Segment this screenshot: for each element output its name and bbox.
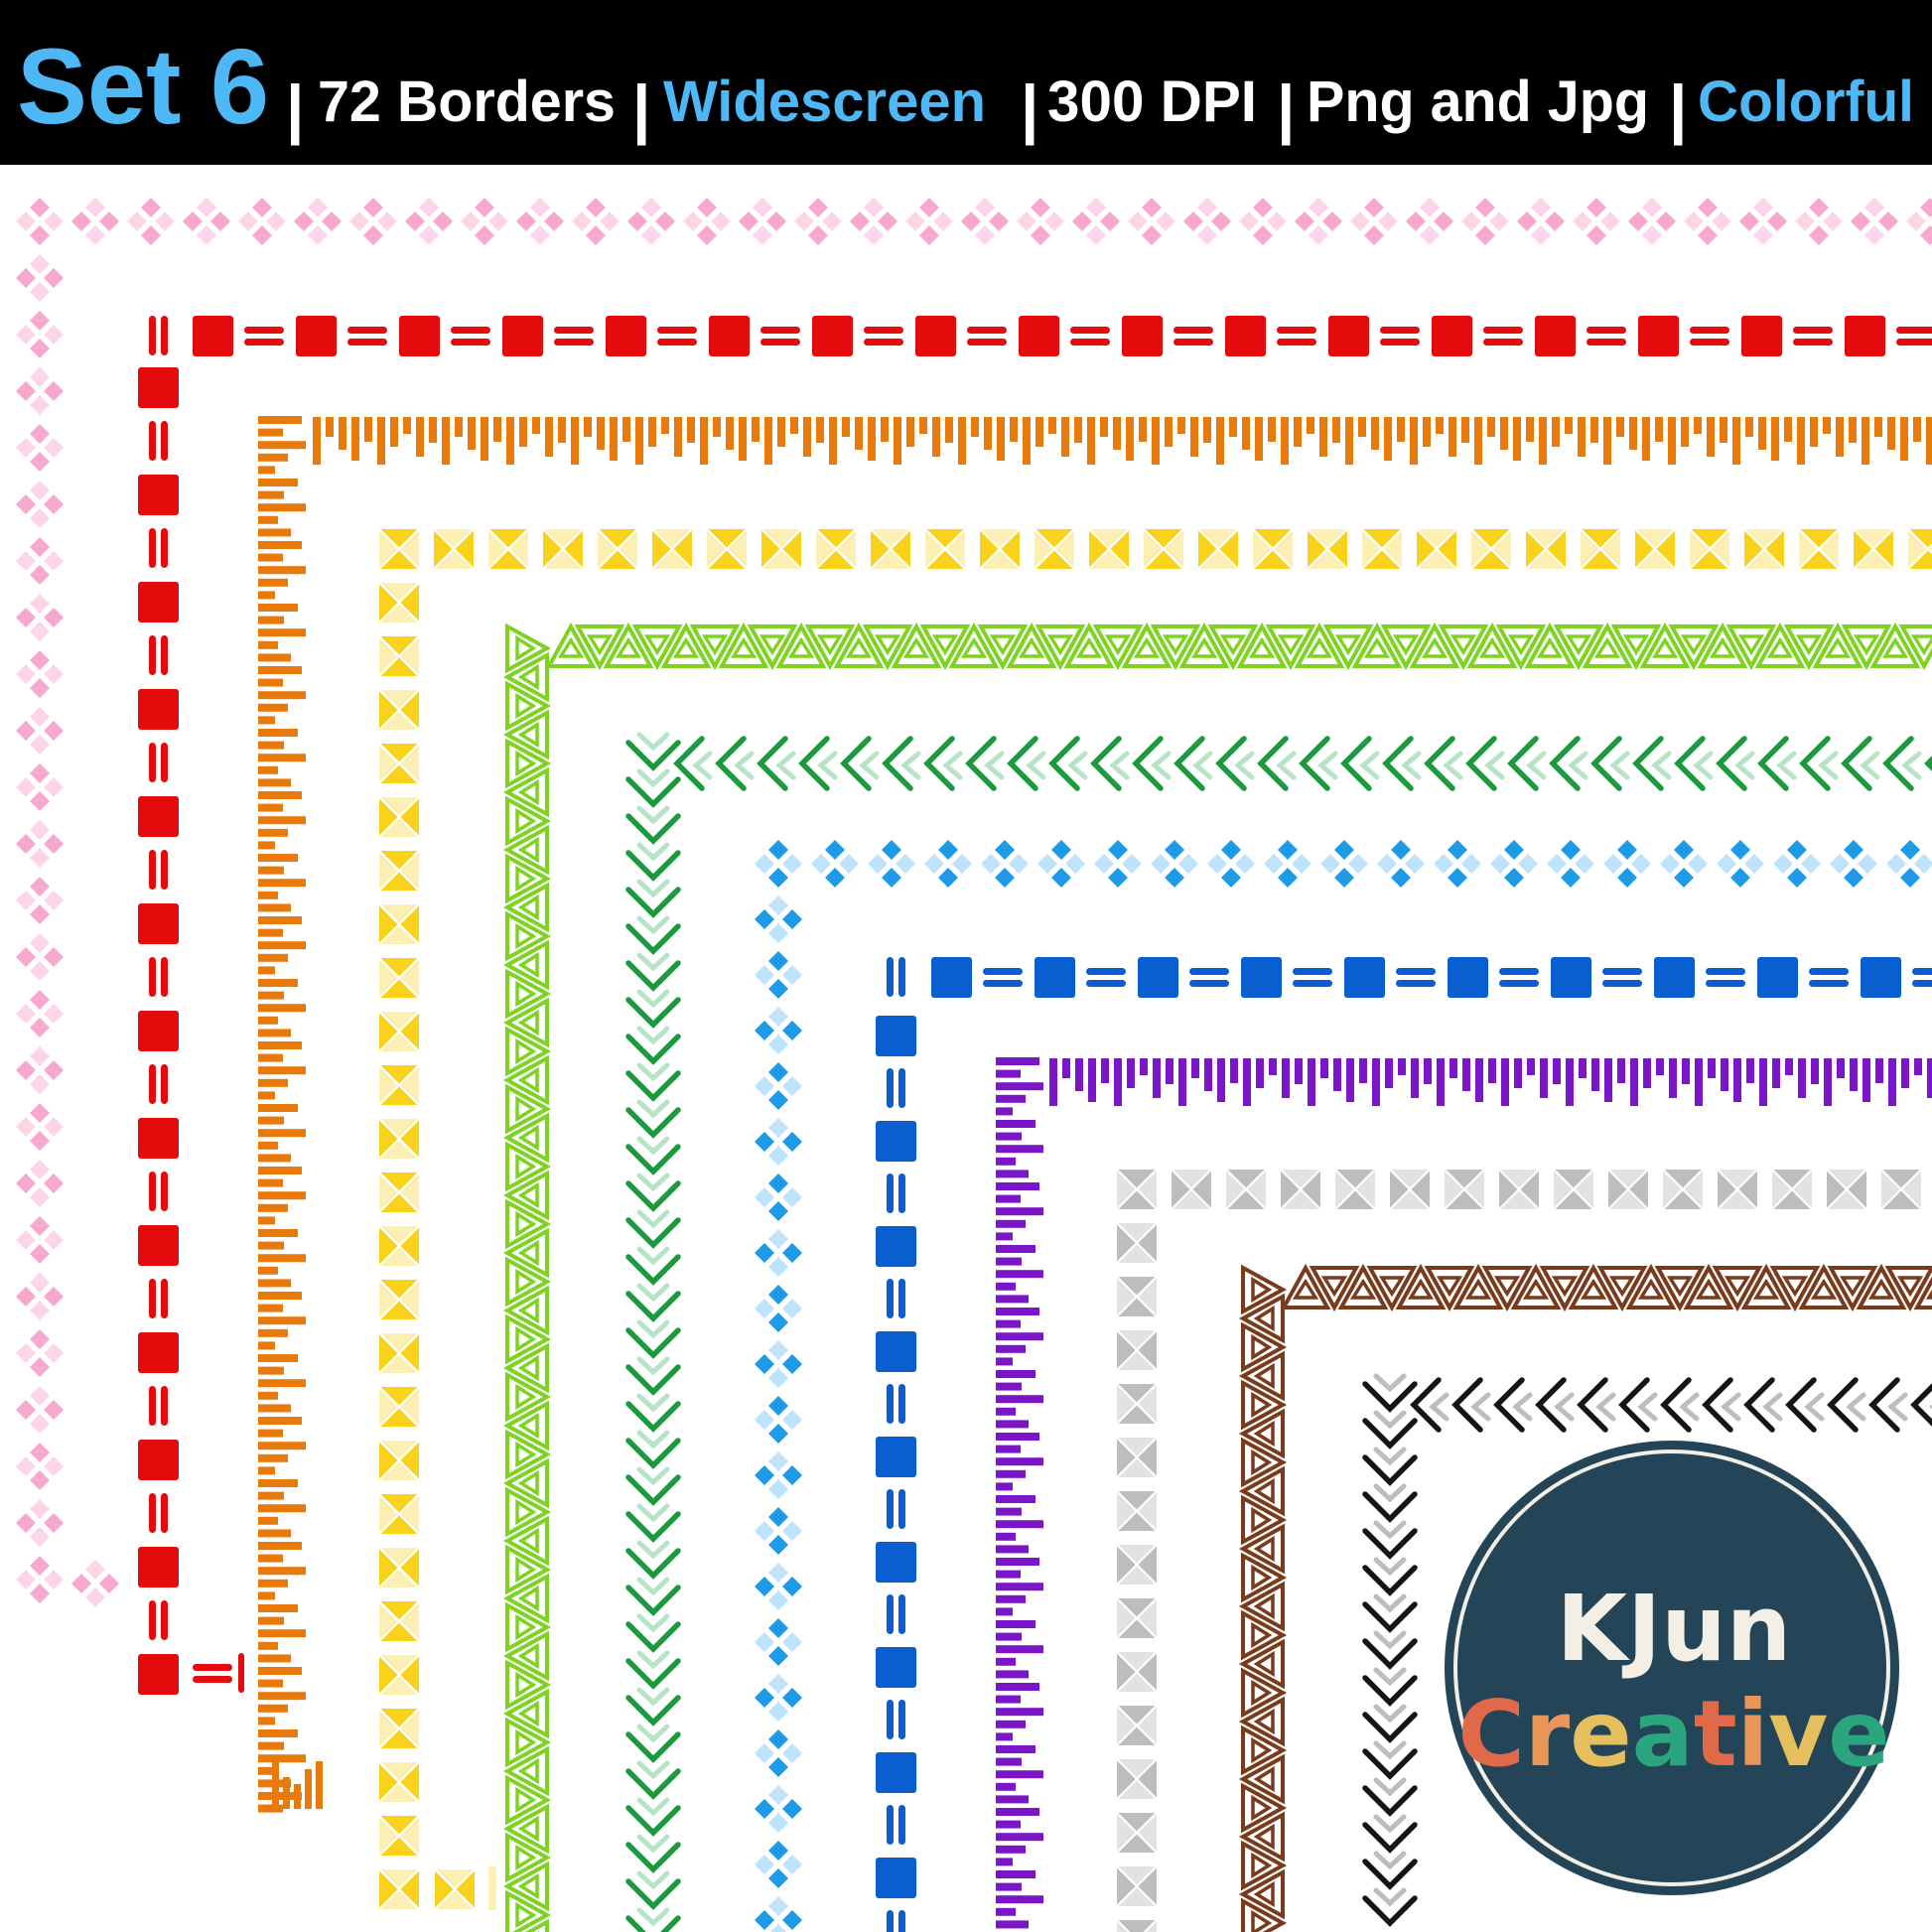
logo-creative: Creative [1457, 1681, 1889, 1787]
logo-letter: a [1632, 1681, 1694, 1787]
border-green-chevrons [625, 732, 1932, 1932]
border-blue-diamond-cluster [755, 840, 1932, 1932]
logo-kjun: KJun [1557, 1576, 1792, 1682]
separator: | [1669, 71, 1687, 147]
header-item-colorful: Colorful [1698, 69, 1914, 134]
border-pink-diamond-cluster [16, 198, 1932, 1607]
border-red-square-dash [138, 316, 1932, 1695]
logo-letter: i [1737, 1681, 1769, 1787]
logo-letter: e [1570, 1681, 1631, 1787]
logo-letter: C [1457, 1681, 1525, 1787]
border-gray-hourglass-squares [1113, 1166, 1925, 1932]
logo-letter: t [1694, 1681, 1737, 1787]
border-yellow-hourglass-squares [375, 525, 1932, 1913]
separator: | [286, 71, 304, 147]
separator: | [632, 71, 650, 147]
header-item-widescreen: Widescreen [663, 69, 986, 134]
header-item-dpi: 300 DPI [1047, 69, 1257, 134]
header-item-formats: Png and Jpg [1307, 69, 1649, 134]
header-item-borders: 72 Borders [318, 69, 616, 134]
logo-circle [1445, 1441, 1899, 1895]
border-black-chevrons [1362, 1373, 1932, 1927]
border-purple-ticks [996, 1057, 1932, 1929]
logo-ring [1453, 1449, 1890, 1886]
header-background [0, 0, 1932, 165]
header-banner: Set 6 | 72 Borders | Widescreen | 300 DP… [0, 0, 1932, 165]
set-title: Set 6 [17, 26, 269, 146]
separator: | [1021, 71, 1038, 147]
border-lime-triangles [502, 621, 1932, 1932]
logo-letter: r [1525, 1681, 1571, 1787]
border-blue-square-dash [876, 957, 1932, 1932]
border-brown-triangles [1238, 1263, 1932, 1932]
logo-letter: v [1768, 1681, 1828, 1787]
logo-letter: e [1828, 1681, 1889, 1787]
border-orange-ticks [258, 416, 1932, 1813]
kjun-creative-logo: KJun Creative [1445, 1441, 1899, 1895]
separator: | [1277, 71, 1295, 147]
